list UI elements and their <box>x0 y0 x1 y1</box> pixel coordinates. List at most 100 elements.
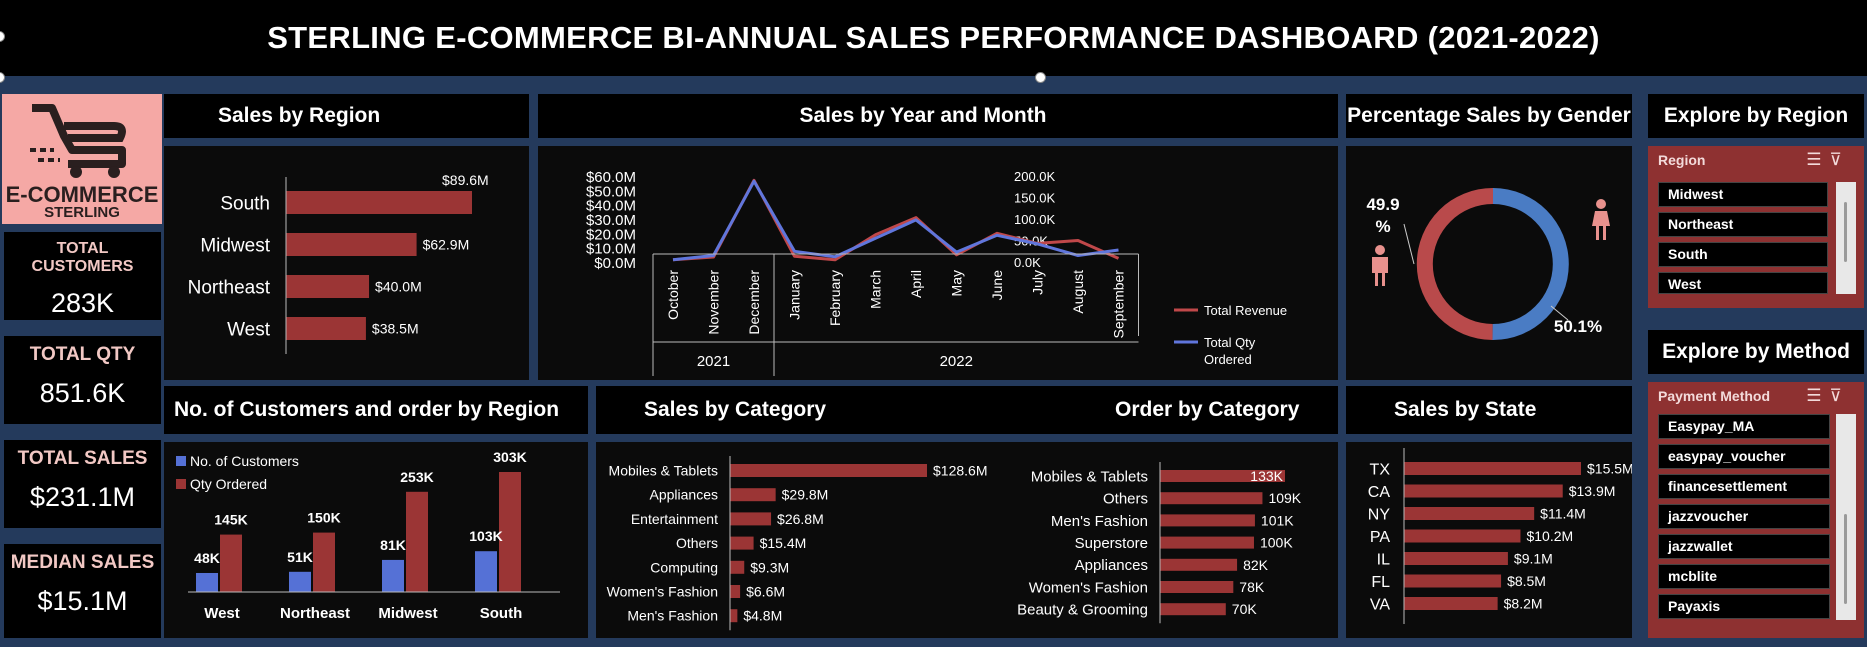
data-label: $4.8M <box>743 608 782 624</box>
kpi-value: $15.1M <box>37 586 128 616</box>
data-label: % <box>1375 217 1390 236</box>
kpi-total-qty: TOTAL QTY 851.6K <box>4 336 161 424</box>
x-tick-label: September <box>1111 270 1127 339</box>
category-label: Northeast <box>188 277 271 298</box>
slicer-item[interactable]: South <box>1658 242 1828 267</box>
selection-handle[interactable] <box>1035 72 1046 83</box>
bar <box>286 317 366 340</box>
multi-select-icon[interactable]: ☰ <box>1806 150 1830 169</box>
category-label: West <box>227 319 271 340</box>
sales-by-state-header: Sales by State <box>1346 386 1632 434</box>
female-icon <box>1603 226 1606 240</box>
male-icon <box>1372 257 1388 273</box>
slicer-header: Region <box>1658 152 1706 168</box>
x-tick-label: June <box>989 270 1005 301</box>
bar <box>286 275 370 298</box>
panel-title: Explore by Region <box>1663 104 1849 127</box>
female-icon <box>1596 199 1606 209</box>
data-label: 103K <box>469 528 502 544</box>
data-label: 133K <box>1250 468 1283 484</box>
category-label: Appliances <box>1075 557 1148 574</box>
data-label: $26.8M <box>777 511 824 527</box>
sales-by-state-chart: TX $15.5M CA $13.9M NY $11.4M PA $10.2M IL $9.1M F… <box>1368 448 1634 624</box>
legend-label: No. of Customers <box>190 453 299 469</box>
bar <box>730 536 754 550</box>
y-tick-label: $50.0M <box>586 183 636 200</box>
x-tick-label: December <box>746 270 762 335</box>
kpi-label: MEDIAN SALES <box>10 552 155 573</box>
legend-label: Total Qty <box>1204 335 1256 350</box>
bar-qty <box>313 532 335 592</box>
category-label: Mobiles & Tablets <box>609 463 718 479</box>
kpi-label: TOTAL SALES <box>17 448 148 469</box>
bar-qty <box>220 534 242 592</box>
slicer-item[interactable]: West <box>1658 272 1828 294</box>
category-label: Mobiles & Tablets <box>1031 468 1148 485</box>
scroll-thumb[interactable] <box>1844 514 1847 604</box>
data-label: 145K <box>214 512 247 528</box>
slicer-item[interactable]: easypay_voucher <box>1658 444 1830 469</box>
slicer-item[interactable]: Payaxis <box>1658 594 1830 619</box>
data-label: 81K <box>380 537 406 553</box>
category-label: Midwest <box>200 235 270 256</box>
slicer-item[interactable]: jazzwallet <box>1658 534 1830 559</box>
bar <box>1404 507 1535 520</box>
category-label: Computing <box>650 559 718 575</box>
category-label: Superstore <box>1075 535 1148 552</box>
kpi-label: TOTAL CUSTOMERS <box>31 240 134 275</box>
bar-qty <box>499 472 521 592</box>
x-tick-label: March <box>868 270 884 309</box>
data-label: $89.6M <box>442 172 489 188</box>
slicer-item[interactable]: Easypay_MA <box>1658 414 1830 439</box>
data-label: 49.9 <box>1366 195 1399 214</box>
bar <box>1404 462 1581 475</box>
slicer-scrollbar[interactable] <box>1836 414 1856 620</box>
clear-filter-icon[interactable]: ⊽ <box>1829 150 1850 169</box>
dashboard-title: STERLING E-COMMERCE BI-ANNUAL SALES PERF… <box>0 0 1867 76</box>
donut-slice-female <box>1416 187 1493 340</box>
data-label: $62.9M <box>423 237 470 253</box>
bar-customers <box>382 559 404 592</box>
sales-by-state-panel: TX $15.5M CA $13.9M NY $11.4M PA $10.2M IL $9.1M F… <box>1346 442 1634 638</box>
year-group-label: 2021 <box>697 353 730 370</box>
gender-header: Percentage Sales by Gender <box>1346 94 1632 138</box>
sales-by-region-header: Sales by Region <box>164 94 529 138</box>
kpi-total-customers: TOTAL CUSTOMERS 283K <box>4 232 161 320</box>
sales-by-year-month-header: Sales by Year and Month <box>538 94 1338 138</box>
bar <box>1160 514 1255 527</box>
logo-tile: E-COMMERCE STERLING <box>2 94 162 224</box>
y-tick-label: $10.0M <box>586 241 636 258</box>
category-label: Men's Fashion <box>1051 513 1148 530</box>
scroll-thumb[interactable] <box>1844 202 1847 262</box>
bar <box>730 464 927 477</box>
sales-by-year-month-chart: $60.0M$50.0M$40.0M$30.0M$20.0M$10.0M$0.0… <box>586 169 1287 376</box>
cart-logo-icon <box>30 104 126 178</box>
legend-label: Ordered <box>1204 352 1252 367</box>
bar <box>1160 581 1234 593</box>
slicer-item[interactable]: Midwest <box>1658 182 1828 207</box>
slicer-item[interactable]: jazzvoucher <box>1658 504 1830 529</box>
slicer-item[interactable]: financesettlement <box>1658 474 1830 499</box>
category-label: Appliances <box>650 487 719 503</box>
multi-select-icon[interactable]: ☰ <box>1806 386 1830 405</box>
logo-line1: E-COMMERCE <box>5 182 159 207</box>
data-label: 50.1% <box>1554 317 1602 336</box>
category-label: VA <box>1370 596 1390 613</box>
legend-swatch <box>176 456 186 466</box>
slicer-scrollbar[interactable] <box>1836 182 1856 294</box>
male-icon <box>1375 272 1378 286</box>
gender-donut-chart: 49.9% 50.1% <box>1366 187 1610 341</box>
bar-qty <box>406 491 428 592</box>
data-label: 82K <box>1243 557 1269 573</box>
data-label: 150K <box>307 510 340 526</box>
category-label: Beauty & Grooming <box>1017 602 1148 619</box>
gender-panel: 49.9% 50.1% <box>1346 146 1632 380</box>
y2-tick-label: 100.0K <box>1014 212 1056 227</box>
panel-title: Sales by Year and Month <box>799 104 1047 127</box>
x-tick-label: February <box>827 270 843 326</box>
clear-filter-icon[interactable]: ⊽ <box>1829 386 1850 405</box>
category-label: Women's Fashion <box>607 584 718 600</box>
bar <box>1160 470 1285 482</box>
slicer-item[interactable]: Northeast <box>1658 212 1828 237</box>
slicer-item[interactable]: mcblite <box>1658 564 1830 589</box>
